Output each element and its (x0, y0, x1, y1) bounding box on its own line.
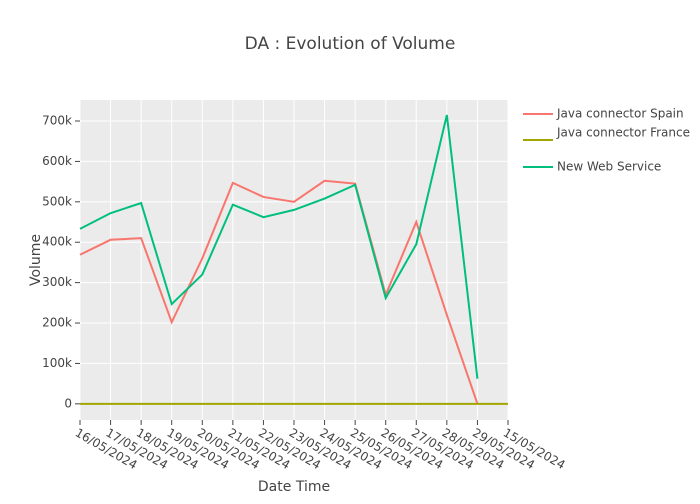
y-axis-label: Volume (28, 234, 44, 286)
y-tick-label: 0 (64, 396, 72, 410)
series-line (79, 179, 479, 405)
series-line (79, 114, 479, 379)
y-tick-label: 100k (42, 356, 72, 370)
y-tick-label: 600k (42, 154, 72, 168)
y-tick-label: 700k (42, 114, 72, 128)
legend-label: Java connector France (556, 126, 690, 140)
x-axis-label: Date Time (258, 479, 330, 495)
y-tick-label: 300k (42, 275, 72, 289)
legend-label: New Web Service (557, 160, 661, 174)
y-tick-label: 500k (42, 194, 72, 208)
legend-label: Java connector Spain (556, 107, 684, 121)
y-tick-label: 400k (42, 235, 72, 249)
y-tick-label: 200k (42, 316, 72, 330)
chart-title: DA : Evolution of Volume (245, 34, 456, 54)
